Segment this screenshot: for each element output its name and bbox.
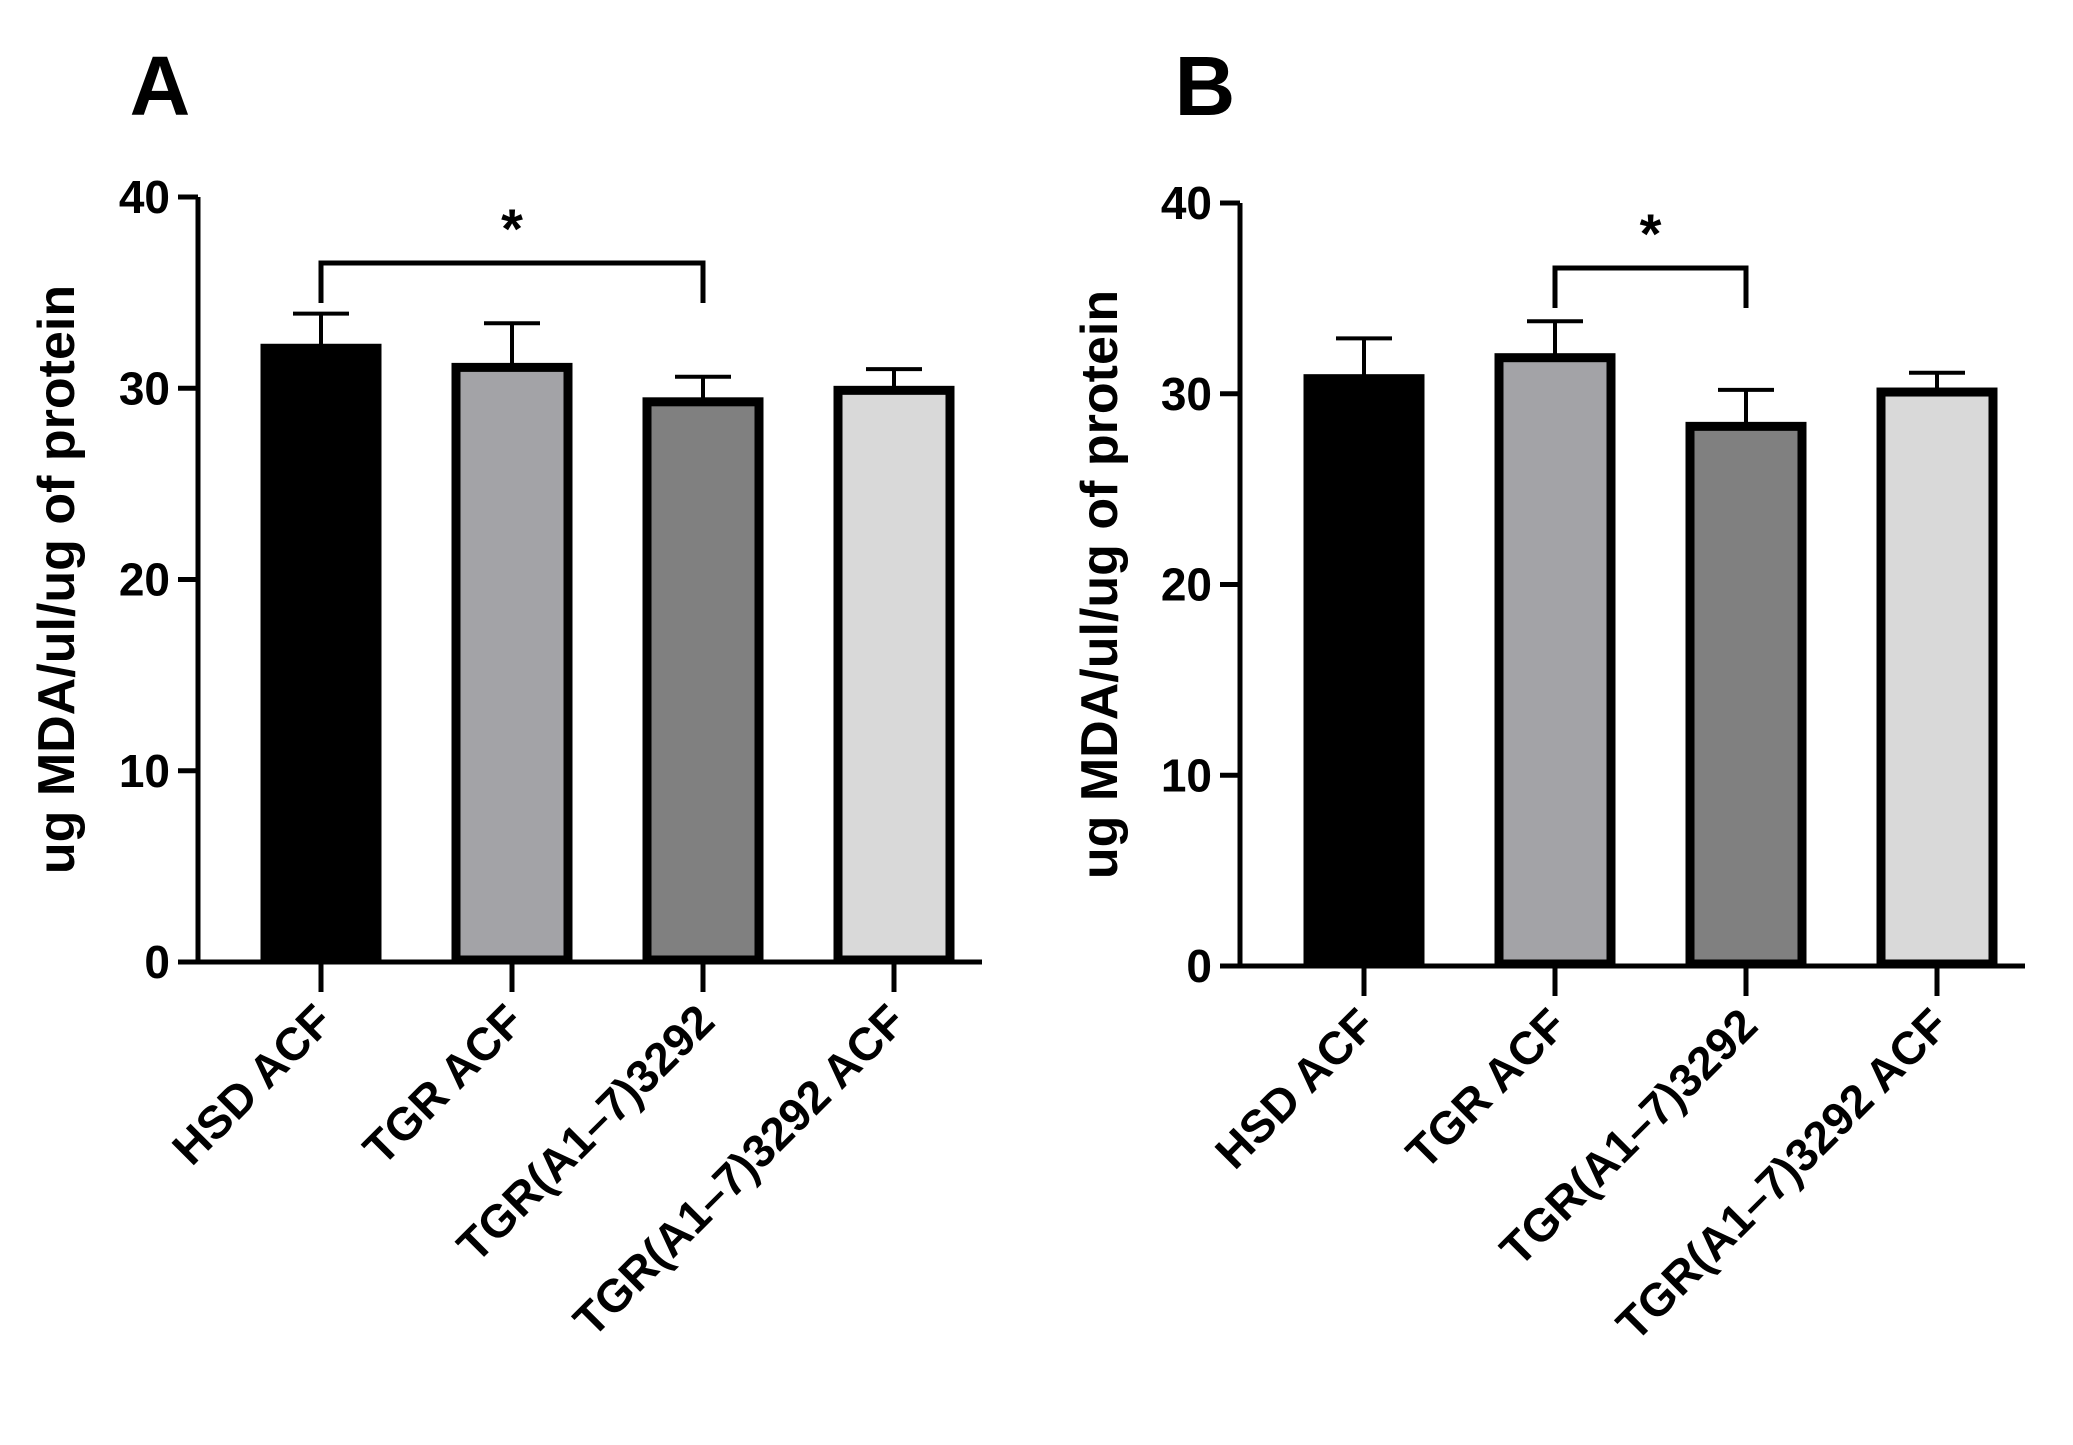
y-axis-title: ug MDA/ul/ug of protein (1071, 290, 1129, 879)
significance-marker: * (1640, 202, 1662, 265)
y-tick-label: 0 (1186, 940, 1212, 992)
y-tick-label: 0 (144, 936, 170, 988)
bar-3 (642, 397, 764, 965)
panel-letter: B (1175, 39, 1236, 133)
category-label: TGR(A1–7)3292 ACF (1606, 998, 1958, 1350)
y-tick-label: 40 (119, 171, 170, 223)
bar-2 (451, 362, 573, 965)
bar-3 (1685, 421, 1807, 969)
category-label: HSD ACF (1205, 998, 1385, 1178)
y-tick-label: 20 (119, 554, 170, 606)
panel-letter: A (130, 39, 191, 133)
y-tick-label: 10 (1161, 749, 1212, 801)
significance-bracket (1552, 265, 1749, 308)
significance-marker: * (501, 197, 523, 260)
panel-b: Bug MDA/ul/ug of protein 0 10 20 30 40 HSD ACF… (1071, 39, 2025, 1350)
y-tick-label: 40 (1161, 177, 1212, 229)
y-tick-label: 30 (119, 362, 170, 414)
category-label: TGR ACF (353, 994, 533, 1174)
bar-1 (1303, 374, 1425, 969)
y-tick-label: 20 (1161, 559, 1212, 611)
y-tick-label: 10 (119, 745, 170, 797)
y-tick-label: 30 (1161, 368, 1212, 420)
bar-1 (260, 343, 382, 965)
significance-bracket (318, 260, 706, 303)
category-label: HSD ACF (162, 994, 342, 1174)
panel-a: Aug MDA/ul/ug of protein 0 10 20 30 40 HSD ACF… (28, 39, 982, 1346)
bar-4 (833, 385, 955, 965)
category-label: TGR ACF (1396, 998, 1576, 1178)
bar-4 (1876, 387, 1998, 969)
y-axis-title: ug MDA/ul/ug of protein (28, 285, 86, 874)
bar-2 (1494, 353, 1616, 969)
category-label: TGR(A1–7)3292 ACF (563, 994, 915, 1346)
